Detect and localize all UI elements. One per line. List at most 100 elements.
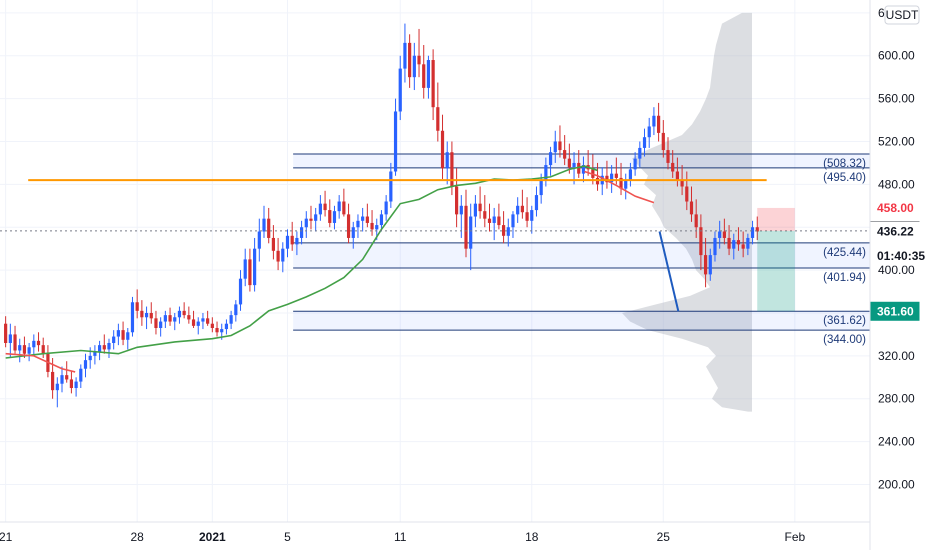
- candle-body: [342, 201, 346, 215]
- candle-body: [177, 310, 182, 318]
- candle-body: [384, 201, 388, 215]
- candle-body: [318, 203, 322, 215]
- candle-body: [511, 214, 515, 228]
- level-label: (425.44): [823, 247, 866, 259]
- candle-body: [689, 201, 694, 215]
- price-tag: 361.60: [870, 301, 920, 321]
- candle-body: [548, 152, 553, 166]
- candle-body: [295, 237, 299, 245]
- candle-body: [168, 315, 172, 322]
- candle-body: [492, 216, 496, 223]
- time-tick-label: 2021: [199, 530, 226, 544]
- candle-body: [473, 203, 477, 217]
- candle-body: [285, 235, 290, 249]
- candle-body: [736, 240, 741, 245]
- candle-body: [149, 312, 153, 319]
- candle-body: [206, 318, 210, 324]
- candle-body: [436, 107, 440, 131]
- candle-body: [741, 244, 745, 249]
- candle-body: [55, 383, 59, 391]
- candle-body: [196, 321, 200, 326]
- candle-body: [703, 255, 708, 275]
- candle-body: [379, 214, 384, 226]
- candle-body: [356, 220, 360, 228]
- candle-body: [633, 158, 637, 170]
- candle-body: [271, 237, 276, 251]
- candle-body: [459, 205, 463, 215]
- candle-body: [694, 214, 698, 228]
- candle-body: [337, 201, 341, 212]
- drawings: [0, 179, 870, 312]
- candle-body: [685, 186, 689, 202]
- candle-body: [553, 141, 557, 153]
- candle-body: [238, 278, 243, 305]
- candle-body: [539, 180, 543, 196]
- candle-body: [290, 235, 294, 245]
- candle-body: [375, 225, 379, 230]
- price-tick-label: 600.00: [878, 49, 915, 63]
- candle-body: [69, 379, 74, 389]
- candle-body: [36, 340, 41, 346]
- level-label: (344.00): [823, 334, 866, 346]
- price-tag-label: 01:40:35: [877, 249, 925, 263]
- candle-body: [478, 203, 482, 212]
- candle-body: [304, 218, 308, 228]
- candle-body: [32, 340, 36, 348]
- candle-body: [722, 231, 726, 238]
- candle-body: [8, 334, 12, 343]
- price-tag: 01:40:35: [870, 246, 925, 266]
- candle-body: [642, 137, 647, 148]
- candle-body: [487, 218, 492, 223]
- candle-body: [680, 180, 684, 187]
- candle-body: [708, 255, 712, 275]
- candle-body: [755, 227, 759, 232]
- price-tick-label: 480.00: [878, 177, 915, 191]
- candle-body: [661, 132, 665, 151]
- candle-body: [51, 371, 55, 391]
- candle-body: [4, 323, 8, 343]
- price-tag: 436.22: [870, 221, 920, 241]
- candle-body: [558, 141, 562, 151]
- candle-body: [389, 171, 393, 202]
- candle-body: [79, 368, 83, 382]
- candle-body: [638, 147, 642, 159]
- candle-body: [403, 42, 407, 69]
- candle-body: [346, 214, 351, 238]
- zone-band: [293, 154, 871, 168]
- level-label: (508.32): [823, 158, 866, 170]
- candle-body: [234, 304, 238, 316]
- candle-body: [713, 237, 717, 256]
- candle-body: [314, 214, 318, 221]
- take-profit-box: [757, 230, 795, 312]
- candle-body: [262, 218, 266, 232]
- candle-body: [135, 302, 139, 311]
- candle-body: [112, 336, 116, 343]
- price-tag-label: 436.22: [877, 224, 914, 238]
- candle-body: [93, 351, 97, 356]
- candle-body: [281, 248, 285, 262]
- time-tick-label: 5: [284, 530, 291, 544]
- candle-body: [440, 130, 445, 169]
- candle-body: [605, 175, 609, 183]
- candle-body: [534, 195, 539, 211]
- candle-body: [652, 115, 656, 127]
- price-tag-background: [870, 246, 920, 266]
- candlesticks: [4, 23, 759, 408]
- candle-body: [253, 248, 257, 286]
- candle-body: [97, 345, 102, 352]
- candle-body: [727, 237, 731, 249]
- currency-badge[interactable]: USDT: [884, 5, 920, 25]
- candle-body: [581, 165, 586, 174]
- candle-body: [18, 345, 22, 351]
- volume-profile: [622, 12, 752, 412]
- candle-body: [182, 310, 186, 316]
- candle-body: [60, 375, 64, 384]
- candle-body: [525, 212, 529, 221]
- candle-body: [393, 111, 398, 172]
- candle-body: [469, 216, 473, 249]
- candle-body: [431, 60, 435, 108]
- price-tag-label: 458.00: [877, 201, 914, 215]
